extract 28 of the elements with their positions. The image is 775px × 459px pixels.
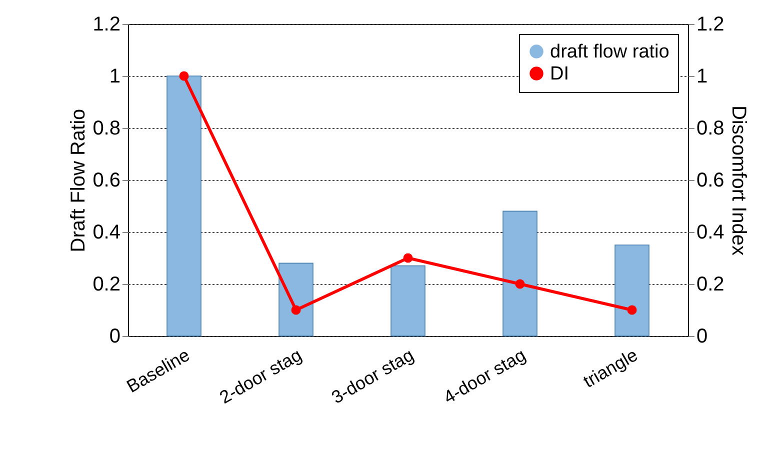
y2-tick-label: 1: [696, 66, 708, 88]
point: [627, 305, 637, 315]
y2-tick-label: 0.4: [696, 222, 724, 244]
bar: [502, 210, 538, 336]
y2-tick-label: 0.6: [696, 170, 724, 192]
y2-tick-label: 0.2: [696, 274, 724, 296]
y-tick-label: 0.2: [92, 274, 120, 296]
y2-tick-label: 0: [696, 326, 708, 348]
bar: [278, 262, 314, 336]
point: [179, 71, 189, 81]
legend-label: DI: [550, 64, 569, 84]
bar: [390, 265, 426, 336]
y-tick-label: 0.4: [92, 222, 120, 244]
bar: [614, 244, 650, 336]
y-axis-title: Draft Flow Ratio: [68, 108, 90, 252]
y-tick-label: 1: [109, 66, 120, 88]
y-tick-label: 0.8: [92, 118, 120, 140]
y2-tick-label: 1.2: [696, 14, 724, 36]
y-tick-label: 0.6: [92, 170, 120, 192]
legend-label: draft flow ratio: [550, 42, 670, 62]
point: [403, 253, 413, 263]
bar: [166, 76, 202, 336]
y-tick-label: 1.2: [92, 14, 120, 36]
point: [515, 279, 525, 289]
point: [291, 305, 301, 315]
y2-axis-title: Discomfort Index: [727, 105, 750, 256]
y2-tick-label: 0.8: [696, 118, 724, 140]
y-tick-label: 0: [109, 326, 120, 348]
